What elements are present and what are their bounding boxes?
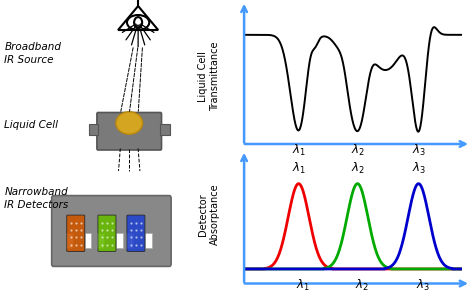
Bar <box>98 232 104 247</box>
FancyBboxPatch shape <box>67 215 85 251</box>
FancyBboxPatch shape <box>97 112 162 150</box>
Text: $\lambda_2$: $\lambda_2$ <box>351 161 365 176</box>
Bar <box>127 232 133 247</box>
Text: $\lambda_3$: $\lambda_3$ <box>411 161 426 176</box>
FancyBboxPatch shape <box>98 215 116 251</box>
Bar <box>85 232 91 247</box>
Text: IR Detectors: IR Detectors <box>4 200 69 211</box>
Text: $\lambda_1$: $\lambda_1$ <box>292 143 306 158</box>
Bar <box>117 232 123 247</box>
FancyBboxPatch shape <box>127 215 145 251</box>
Text: Liquid Cell
Transmittance: Liquid Cell Transmittance <box>199 42 220 111</box>
Text: Liquid Cell: Liquid Cell <box>4 119 58 130</box>
Bar <box>160 124 170 135</box>
Text: Broadband: Broadband <box>4 41 62 52</box>
Text: $\lambda_1$: $\lambda_1$ <box>292 161 306 176</box>
Text: $\lambda_2$: $\lambda_2$ <box>355 278 369 293</box>
Bar <box>89 124 98 135</box>
Text: Narrowband: Narrowband <box>4 187 68 197</box>
Text: $\lambda_2$: $\lambda_2$ <box>351 143 365 158</box>
Text: Detector
Absorptance: Detector Absorptance <box>199 183 220 245</box>
Text: $\lambda_3$: $\lambda_3$ <box>416 278 430 293</box>
Text: IR Source: IR Source <box>4 55 54 65</box>
Bar <box>146 232 152 247</box>
Text: $\lambda_3$: $\lambda_3$ <box>411 143 426 158</box>
Ellipse shape <box>116 112 143 134</box>
Bar <box>66 232 73 247</box>
FancyBboxPatch shape <box>52 196 171 266</box>
Text: $\lambda_1$: $\lambda_1$ <box>296 278 310 293</box>
